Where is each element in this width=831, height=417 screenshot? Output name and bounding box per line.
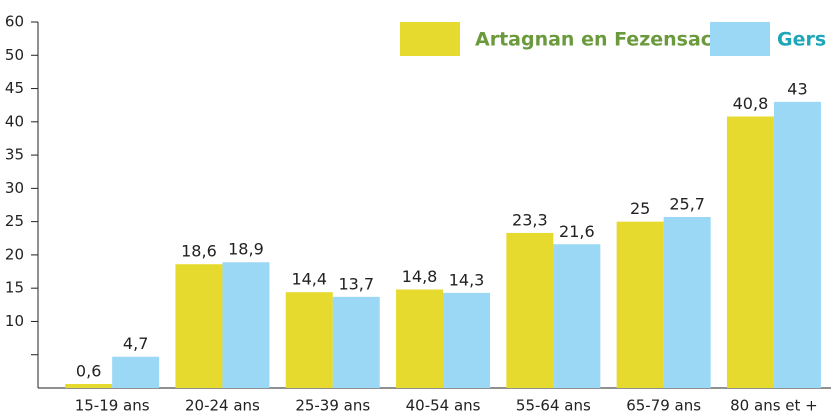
bar [65, 384, 113, 388]
bar [726, 116, 774, 389]
value-label: 25,7 [669, 194, 705, 213]
x-tick-label: 40-54 ans [406, 397, 481, 415]
value-label: 18,9 [228, 240, 264, 259]
x-tick-label: 25-39 ans [295, 397, 370, 415]
x-tick-label: 15-19 ans [75, 397, 150, 415]
value-label: 14,3 [449, 270, 485, 289]
legend-swatch [710, 22, 770, 56]
value-label: 13,7 [338, 274, 374, 293]
legend-label: Artagnan en Fezensac [475, 29, 712, 51]
y-tick-label: 50 [5, 46, 24, 64]
bar [506, 232, 554, 388]
bar [553, 244, 601, 388]
y-tick-label: 20 [5, 245, 24, 263]
bar [222, 262, 270, 388]
bar [332, 296, 380, 388]
x-tick-label: 65-79 ans [626, 397, 701, 415]
value-label: 0,6 [76, 362, 101, 381]
value-label: 14,8 [402, 267, 438, 286]
value-label: 25 [630, 199, 650, 218]
bar [396, 289, 444, 388]
legend-swatch [400, 22, 460, 56]
value-label: 40,8 [733, 94, 769, 113]
value-label: 23,3 [512, 210, 548, 229]
value-label: 43 [787, 79, 807, 98]
y-tick-label: 40 [5, 112, 24, 130]
y-tick-label: 15 [5, 279, 24, 297]
y-tick-label: 25 [5, 212, 24, 230]
value-label: 18,6 [181, 242, 217, 261]
y-tick-label: 45 [5, 79, 24, 97]
y-tick-label: 60 [5, 13, 24, 31]
bar [175, 264, 223, 388]
value-label: 4,7 [123, 334, 148, 353]
legend-label: Gers [777, 29, 826, 51]
bar [285, 292, 333, 388]
x-tick-label: 20-24 ans [185, 397, 260, 415]
y-tick-label: 35 [5, 146, 24, 164]
value-label: 14,4 [291, 270, 327, 289]
value-label: 21,6 [559, 222, 595, 241]
x-tick-label: 55-64 ans [516, 397, 591, 415]
x-tick-label: 80 ans et + [730, 397, 818, 415]
bar [773, 101, 821, 388]
bar [112, 356, 160, 388]
bar [663, 216, 711, 388]
y-tick-label: 30 [5, 179, 24, 197]
bar [616, 221, 664, 388]
bar [443, 292, 491, 388]
y-tick-label: 10 [5, 312, 24, 330]
